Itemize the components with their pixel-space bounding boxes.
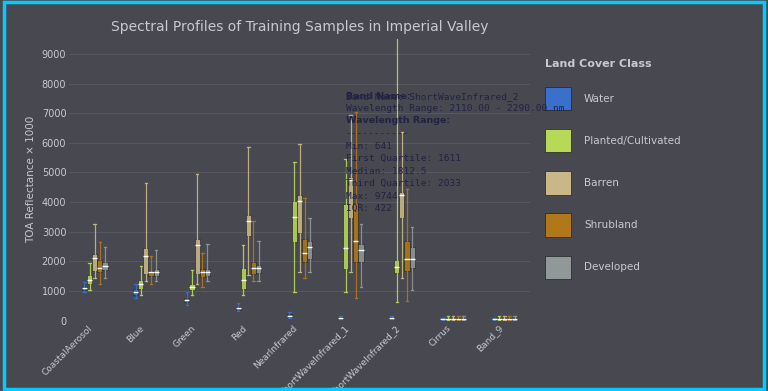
- Text: Land Cover Class: Land Cover Class: [545, 59, 652, 69]
- PathPatch shape: [144, 248, 148, 274]
- PathPatch shape: [133, 289, 138, 294]
- PathPatch shape: [338, 317, 343, 319]
- PathPatch shape: [82, 287, 87, 289]
- Text: Band Name:: Band Name:: [346, 91, 410, 100]
- Y-axis label: TOA Reflectance × 1000: TOA Reflectance × 1000: [26, 116, 36, 244]
- PathPatch shape: [190, 284, 194, 291]
- FancyBboxPatch shape: [545, 256, 571, 279]
- Title: Spectral Profiles of Training Samples in Imperial Valley: Spectral Profiles of Training Samples in…: [111, 20, 488, 34]
- FancyBboxPatch shape: [545, 129, 571, 152]
- PathPatch shape: [184, 298, 190, 302]
- PathPatch shape: [451, 318, 455, 319]
- PathPatch shape: [343, 204, 348, 269]
- PathPatch shape: [297, 195, 302, 233]
- PathPatch shape: [286, 314, 292, 317]
- PathPatch shape: [205, 269, 210, 276]
- PathPatch shape: [302, 239, 307, 262]
- PathPatch shape: [461, 318, 466, 319]
- PathPatch shape: [240, 268, 246, 289]
- Text: Shrubland: Shrubland: [584, 220, 637, 230]
- PathPatch shape: [154, 269, 159, 276]
- Text: Developed: Developed: [584, 262, 640, 273]
- PathPatch shape: [236, 307, 240, 310]
- PathPatch shape: [353, 203, 359, 262]
- PathPatch shape: [256, 265, 261, 273]
- PathPatch shape: [92, 254, 98, 271]
- PathPatch shape: [512, 318, 517, 319]
- Text: Barren: Barren: [584, 178, 619, 188]
- PathPatch shape: [455, 318, 461, 319]
- PathPatch shape: [389, 317, 394, 319]
- PathPatch shape: [148, 271, 154, 276]
- Text: Water: Water: [584, 93, 615, 104]
- PathPatch shape: [409, 248, 415, 268]
- Text: Wavelength Range:: Wavelength Range:: [346, 116, 450, 125]
- PathPatch shape: [87, 275, 92, 283]
- PathPatch shape: [359, 244, 363, 262]
- FancyBboxPatch shape: [545, 213, 571, 237]
- PathPatch shape: [102, 262, 108, 270]
- PathPatch shape: [502, 318, 507, 319]
- Text: Band Name: ShortWaveInfrared_2
Wavelength Range: 2110.00 - 2290.00 nm

---------: Band Name: ShortWaveInfrared_2 Wavelengt…: [346, 91, 564, 213]
- PathPatch shape: [292, 201, 297, 242]
- FancyBboxPatch shape: [545, 87, 571, 110]
- PathPatch shape: [194, 239, 200, 274]
- PathPatch shape: [246, 215, 251, 236]
- PathPatch shape: [251, 262, 256, 274]
- PathPatch shape: [138, 280, 144, 289]
- PathPatch shape: [445, 318, 451, 319]
- PathPatch shape: [497, 318, 502, 319]
- Text: Planted/Cultivated: Planted/Cultivated: [584, 136, 680, 146]
- FancyBboxPatch shape: [545, 171, 571, 195]
- PathPatch shape: [98, 260, 102, 272]
- PathPatch shape: [405, 242, 409, 271]
- PathPatch shape: [307, 242, 313, 259]
- PathPatch shape: [348, 177, 353, 219]
- PathPatch shape: [507, 318, 512, 319]
- PathPatch shape: [200, 269, 205, 277]
- PathPatch shape: [394, 260, 399, 273]
- PathPatch shape: [399, 192, 405, 219]
